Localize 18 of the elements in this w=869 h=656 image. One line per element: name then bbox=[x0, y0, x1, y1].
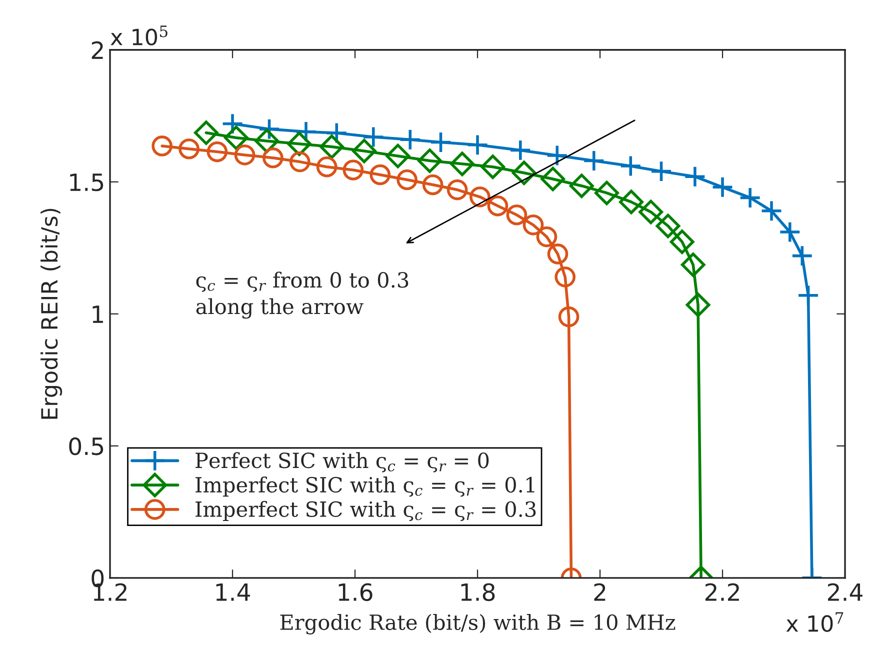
x-tick-label: 2 bbox=[594, 583, 606, 601]
x-tick-label: 1.6 bbox=[338, 583, 372, 602]
y-tick-label: 1.5 bbox=[70, 174, 104, 192]
x-tick-label: 1.8 bbox=[461, 583, 495, 602]
annotation: ς$_{c}$ = ς$_{r}$ from 0 to 0.3 along the arrow bbox=[196, 272, 408, 319]
text: x 10$^{5}$ bbox=[110, 26, 168, 46]
legend-label: Imperfect SIC with ς$_{c}$ = ς$_{r}$ = 0.1 bbox=[196, 476, 534, 497]
x-axis-title: Ergodic Rate (bit/s) with B = 10 MHz bbox=[280, 614, 676, 634]
x-tick-label: 2.4 bbox=[828, 583, 862, 601]
x-tick-label: 1.4 bbox=[216, 584, 250, 601]
y-tick-label: 0.5 bbox=[69, 437, 104, 456]
x-tick-label: 2.2 bbox=[705, 583, 739, 601]
y-tick-label: 2 bbox=[92, 41, 103, 59]
y-tick-label: 1 bbox=[92, 306, 103, 323]
text: x 10$^{7}$ bbox=[786, 612, 844, 632]
legend-label: Imperfect SIC with ς$_{c}$ = ς$_{r}$ = 0.3 bbox=[196, 500, 536, 522]
y-axis-title: Ergodic REIR (bit/s) bbox=[40, 208, 62, 419]
legend-label: Perfect SIC with ς$_{c}$ = ς$_{r}$ = 0 bbox=[196, 452, 489, 472]
